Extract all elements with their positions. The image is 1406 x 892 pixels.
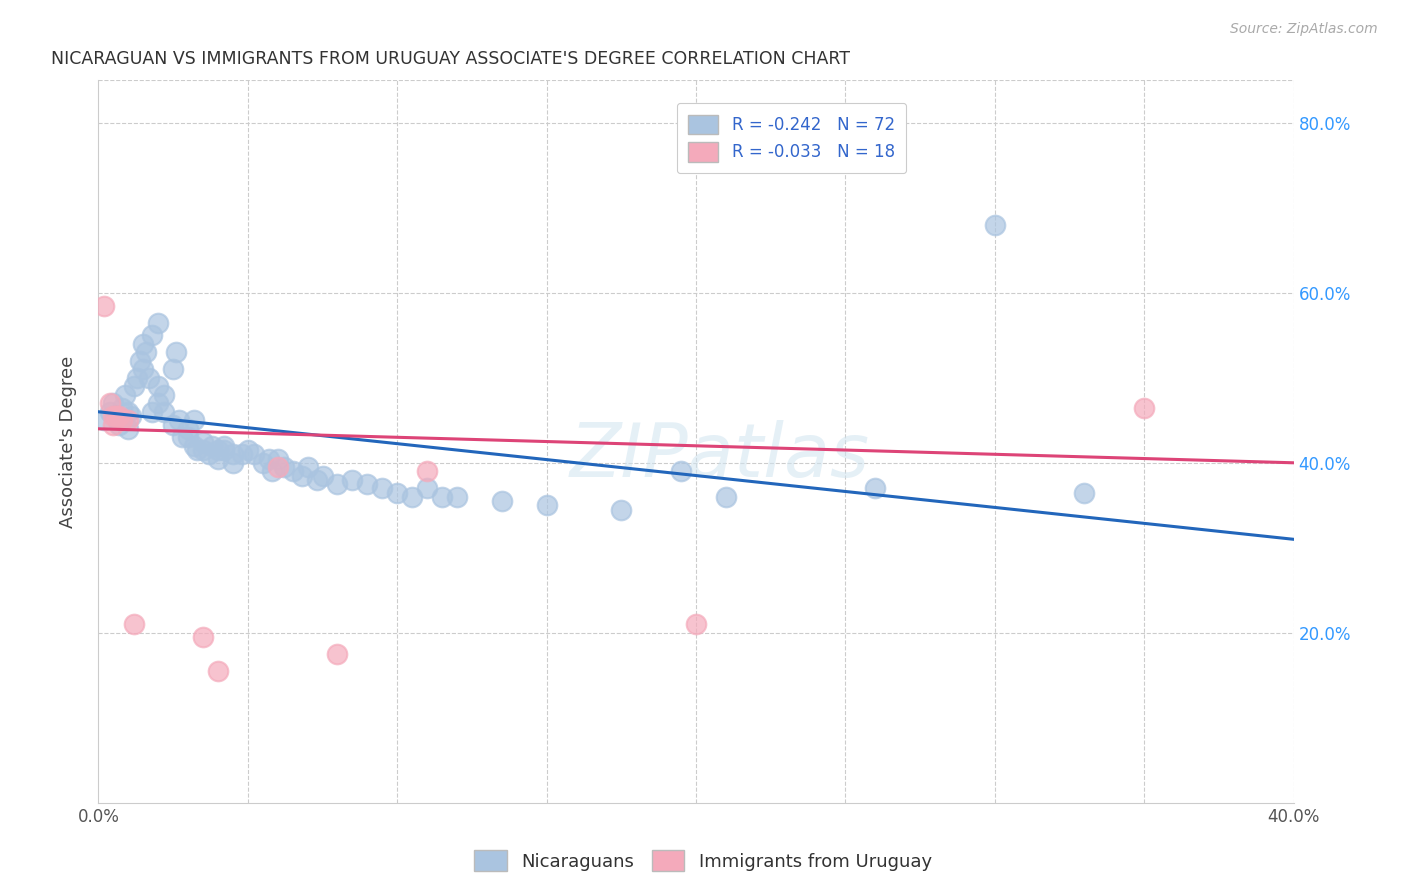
Point (93, 413, 115, 427)
Point (172, 430, 194, 444)
Point (165, 345, 187, 359)
Point (141, 405, 163, 419)
Point (127, 371, 149, 385)
Point (416, 481, 439, 495)
Point (93, 299, 115, 313)
Point (371, 481, 394, 495)
Point (191, 630, 214, 644)
Point (191, 434, 214, 449)
Point (281, 464, 304, 478)
Point (416, 464, 439, 478)
Point (103, 396, 125, 410)
Point (610, 502, 633, 516)
Point (114, 388, 136, 402)
Point (356, 477, 378, 491)
Point (186, 443, 208, 458)
Point (430, 490, 453, 504)
Point (167, 413, 190, 427)
Point (111, 413, 134, 427)
Point (135, 345, 157, 359)
Point (103, 417, 125, 432)
Point (236, 443, 259, 458)
Text: ZIPatlas: ZIPatlas (569, 420, 870, 492)
Point (267, 451, 290, 466)
Point (491, 494, 513, 508)
Point (103, 409, 125, 423)
Point (212, 443, 235, 458)
Point (260, 464, 283, 478)
Point (148, 379, 170, 393)
Point (183, 413, 205, 427)
Point (132, 362, 155, 376)
Point (865, 481, 887, 495)
Point (326, 477, 349, 491)
Point (124, 379, 146, 393)
Point (153, 388, 176, 402)
Point (201, 439, 224, 453)
Point (984, 218, 1007, 232)
Point (120, 409, 142, 423)
Point (141, 328, 163, 343)
Point (326, 647, 349, 661)
Legend: R = -0.242   N = 72, R = -0.033   N = 18: R = -0.242 N = 72, R = -0.033 N = 18 (676, 103, 907, 173)
Point (132, 336, 155, 351)
Point (207, 664, 229, 678)
Point (177, 430, 200, 444)
Point (129, 353, 152, 368)
Point (153, 405, 176, 419)
Y-axis label: Associate's Degree: Associate's Degree (59, 355, 77, 528)
Point (162, 417, 184, 432)
Point (243, 447, 266, 461)
Point (446, 490, 468, 504)
Point (714, 490, 737, 504)
Point (108, 409, 131, 423)
Point (198, 447, 221, 461)
Point (148, 316, 170, 330)
Point (297, 460, 319, 475)
Point (291, 468, 314, 483)
Legend: Nicaraguans, Immigrants from Uruguay: Nicaraguans, Immigrants from Uruguay (467, 843, 939, 879)
Point (207, 451, 229, 466)
Point (183, 439, 205, 453)
Point (273, 460, 295, 475)
Point (1073, 485, 1095, 500)
Point (117, 422, 139, 436)
Point (148, 396, 170, 410)
Point (305, 473, 328, 487)
Point (669, 464, 692, 478)
Point (385, 485, 409, 500)
Point (222, 456, 245, 470)
Point (162, 362, 184, 376)
Point (207, 443, 229, 458)
Point (191, 443, 214, 458)
Point (98, 405, 122, 419)
Point (108, 417, 131, 432)
Point (111, 401, 134, 415)
Point (1133, 401, 1156, 415)
Point (105, 409, 128, 423)
Point (177, 422, 200, 436)
Point (252, 456, 274, 470)
Point (105, 409, 128, 423)
Point (536, 498, 558, 512)
Text: NICARAGUAN VS IMMIGRANTS FROM URUGUAY ASSOCIATE'S DEGREE CORRELATION CHART: NICARAGUAN VS IMMIGRANTS FROM URUGUAY AS… (51, 50, 849, 68)
Point (685, 617, 707, 632)
Point (212, 439, 235, 453)
Text: Source: ZipAtlas.com: Source: ZipAtlas.com (1230, 22, 1378, 37)
Point (231, 447, 253, 461)
Point (138, 371, 160, 385)
Point (311, 468, 333, 483)
Point (117, 405, 139, 419)
Point (257, 451, 280, 466)
Point (124, 617, 146, 632)
Point (98, 396, 122, 410)
Point (222, 447, 245, 461)
Point (401, 490, 423, 504)
Point (342, 473, 364, 487)
Point (117, 413, 139, 427)
Point (267, 460, 290, 475)
